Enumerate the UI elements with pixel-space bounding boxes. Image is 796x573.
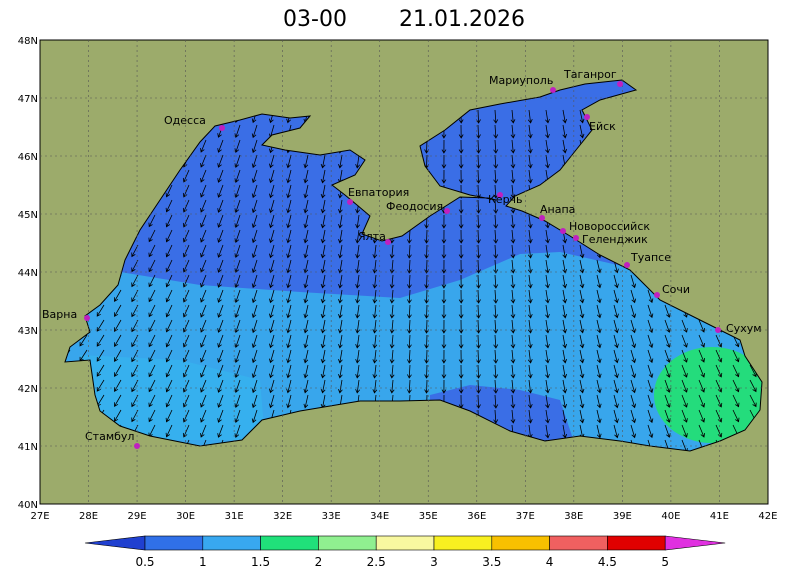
date-label: 21.01.2026 [399, 7, 525, 32]
lon-label: 34E [370, 511, 389, 522]
lat-label: 41N [18, 442, 38, 453]
colorbar-segment [260, 535, 319, 551]
colorbar-label: 4.5 [598, 555, 617, 569]
lon-label: 39E [613, 511, 632, 522]
lon-label: 42E [758, 511, 777, 522]
city-label: Мариуполь [489, 74, 553, 87]
graticule: 27E 28E 29E 30E 31E 32E 33E 34E 35E 36E 37E 38E 39E 4… [18, 36, 778, 522]
city-label: Ейск [589, 120, 616, 133]
city-marker [624, 262, 630, 268]
city-marker [219, 125, 225, 131]
city-label: Одесса [164, 114, 206, 127]
city-marker [584, 114, 590, 120]
colorbar-segment [433, 535, 493, 551]
lat-label: 47N [18, 94, 38, 105]
city-label: Туапсе [630, 251, 671, 264]
city-marker [654, 292, 660, 298]
city-label: Ялта [358, 230, 386, 243]
coastline [64, 79, 763, 452]
colorbar-label: 4 [546, 555, 554, 569]
lon-label: 28E [79, 511, 98, 522]
city-label: Керчь [488, 193, 523, 206]
city-label: Анапа [540, 203, 575, 216]
lat-label: 46N [18, 152, 38, 163]
colorbar-under [84, 535, 146, 551]
colorbar-segment [607, 535, 666, 551]
city-marker [84, 315, 90, 321]
colorbar-label: 2.5 [367, 555, 386, 569]
labels: Одесса Мариуполь Таганрог Ейск ЕвпаторияФеод… [42, 68, 762, 449]
city-label: Таганрог [563, 68, 617, 81]
lon-label: 36E [467, 511, 486, 522]
lat-label: 40N [18, 500, 38, 511]
lat-label: 45N [18, 210, 38, 221]
colorbar-segment [144, 535, 204, 551]
lon-label: 31E [225, 511, 244, 522]
lon-label: 33E [322, 511, 341, 522]
city-marker [539, 215, 545, 221]
city-marker [617, 81, 623, 87]
city-label: Варна [42, 308, 77, 321]
city-label: Евпатория [348, 186, 409, 199]
lon-label: 35E [419, 511, 438, 522]
city-marker [385, 239, 391, 245]
colorbar-over [664, 535, 726, 551]
wave-zone-15 [654, 347, 762, 443]
colorbar-label: 3.5 [482, 555, 501, 569]
lon-label: 40E [661, 511, 680, 522]
city-marker [573, 235, 579, 241]
lat-label: 43N [18, 326, 38, 337]
city-label: Сочи [662, 283, 690, 296]
lon-label: 32E [273, 511, 292, 522]
lon-label: 30E [176, 511, 195, 522]
lon-label: 27E [30, 511, 49, 522]
city-label: Сухум [726, 322, 762, 335]
city-marker [134, 443, 140, 449]
lon-label: 37E [516, 511, 535, 522]
colorbar-segment [202, 535, 261, 551]
lon-label: 29E [128, 511, 147, 522]
colorbar: 0.5 1 1.5 2 2.5 3 3.5 4 4.5 5 [84, 535, 726, 569]
city-marker [550, 87, 556, 93]
colorbar-label: 1.5 [251, 555, 270, 569]
lat-label: 44N [18, 268, 38, 279]
city-label: Стамбул [85, 430, 134, 443]
city-marker [715, 327, 721, 333]
colorbar-label: 2 [315, 555, 323, 569]
colorbar-label: 5 [661, 555, 669, 569]
city-label: Новороссийск [569, 220, 650, 233]
lat-label: 42N [18, 384, 38, 395]
colorbar-label: 0.5 [135, 555, 154, 569]
lon-label: 41E [710, 511, 729, 522]
city-marker [444, 208, 450, 214]
colorbar-segment [375, 535, 435, 551]
city-marker [497, 192, 503, 198]
colorbar-segment [318, 535, 377, 551]
city-marker [560, 228, 566, 234]
lon-label: 38E [564, 511, 583, 522]
time-label: 03-00 [283, 7, 347, 32]
city-label: Феодосия [386, 200, 443, 213]
colorbar-label: 1 [199, 555, 207, 569]
colorbar-label: 3 [430, 555, 438, 569]
colorbar-segment [549, 535, 608, 551]
lat-label: 48N [18, 36, 38, 47]
city-marker [347, 199, 353, 205]
colorbar-segment [491, 535, 550, 551]
city-label: Геленджик [582, 233, 648, 246]
